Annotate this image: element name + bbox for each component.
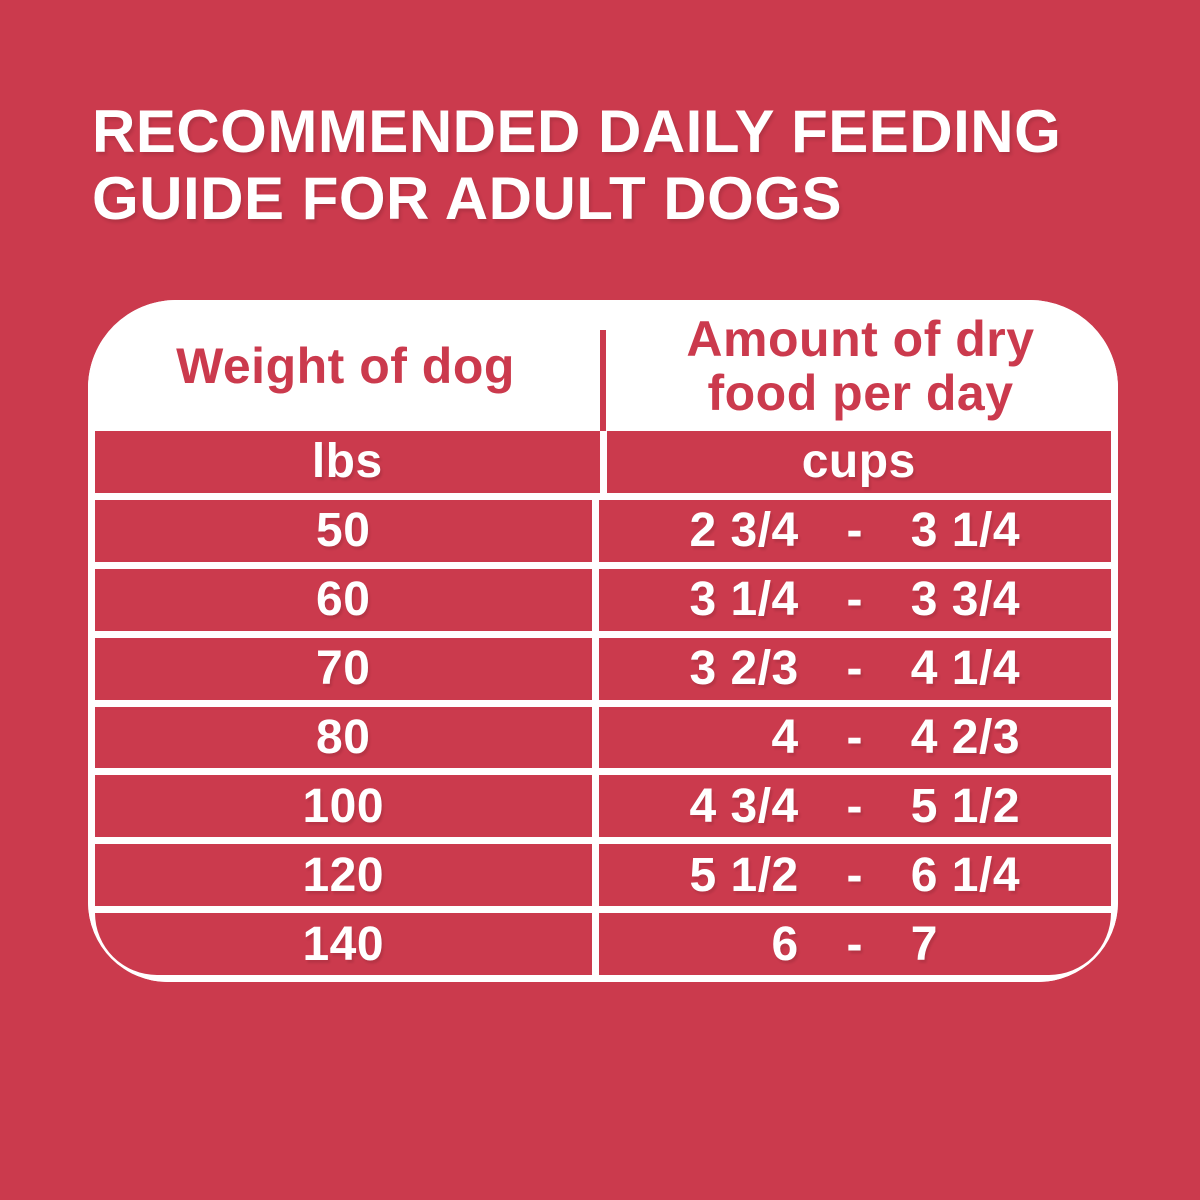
amount-cell: 4-4 2/3	[598, 706, 1111, 769]
amount-min: 2 3/4	[689, 504, 799, 558]
column-header-amount: Amount of dry food per day	[686, 310, 1035, 421]
amount-min: 4 3/4	[689, 779, 799, 833]
header-column-divider	[600, 330, 606, 431]
table-body: lbs cups 50 2 3/4-3 1/4 60 3 1/4-3 3/4 70 3 2…	[88, 431, 1118, 982]
amount-min: 5 1/2	[689, 848, 799, 902]
table-row: 70 3 2/3-4 1/4	[95, 637, 1111, 700]
weight-cell: 80	[95, 706, 592, 769]
range-dash: -	[846, 779, 863, 833]
range-dash: -	[846, 573, 863, 627]
amount-cell: 2 3/4-3 1/4	[598, 499, 1111, 562]
weight-cell: 120	[95, 844, 592, 907]
table-row: 120 5 1/2-6 1/4	[95, 844, 1111, 907]
amount-min: 3 2/3	[689, 642, 799, 696]
table-row: 140 6-7	[95, 913, 1111, 975]
weight-cell: 100	[95, 775, 592, 838]
feeding-guide-table: Weight of dog Amount of dry food per day…	[88, 300, 1118, 982]
table-header-row: Weight of dog Amount of dry food per day	[88, 300, 1118, 431]
amount-min: 4	[771, 710, 799, 764]
table-row: 50 2 3/4-3 1/4	[95, 499, 1111, 562]
amount-max: 6 1/4	[910, 848, 1021, 902]
range-dash: -	[846, 710, 863, 764]
amount-min: 3 1/4	[689, 573, 799, 627]
amount-max: 5 1/2	[910, 779, 1021, 833]
weight-cell: 70	[95, 637, 592, 700]
amount-cell: 3 1/4-3 3/4	[598, 568, 1111, 631]
weight-cell: 50	[95, 499, 592, 562]
range-dash: -	[846, 642, 863, 696]
range-dash: -	[846, 917, 863, 971]
amount-max: 4 1/4	[910, 642, 1021, 696]
table-row: 60 3 1/4-3 3/4	[95, 568, 1111, 631]
unit-label-lbs: lbs	[95, 431, 600, 493]
amount-max: 3 1/4	[910, 504, 1021, 558]
weight-cell: 140	[95, 913, 592, 975]
unit-row: lbs cups	[95, 431, 1111, 493]
amount-max: 4 2/3	[910, 710, 1021, 764]
table-row: 80 4-4 2/3	[95, 706, 1111, 769]
amount-cell: 3 2/3-4 1/4	[598, 637, 1111, 700]
amount-cell: 5 1/2-6 1/4	[598, 844, 1111, 907]
amount-max: 7	[910, 917, 938, 971]
column-header-weight: Weight of dog	[176, 337, 515, 394]
unit-label-cups: cups	[606, 431, 1111, 493]
amount-cell: 4 3/4-5 1/2	[598, 775, 1111, 838]
page-title: RECOMMENDED DAILY FEEDING GUIDE FOR ADUL…	[92, 98, 1062, 232]
amount-max: 3 3/4	[910, 573, 1021, 627]
range-dash: -	[846, 504, 863, 558]
amount-cell: 6-7	[598, 913, 1111, 975]
table-row: 100 4 3/4-5 1/2	[95, 775, 1111, 838]
amount-min: 6	[771, 917, 799, 971]
range-dash: -	[846, 848, 863, 902]
weight-cell: 60	[95, 568, 592, 631]
